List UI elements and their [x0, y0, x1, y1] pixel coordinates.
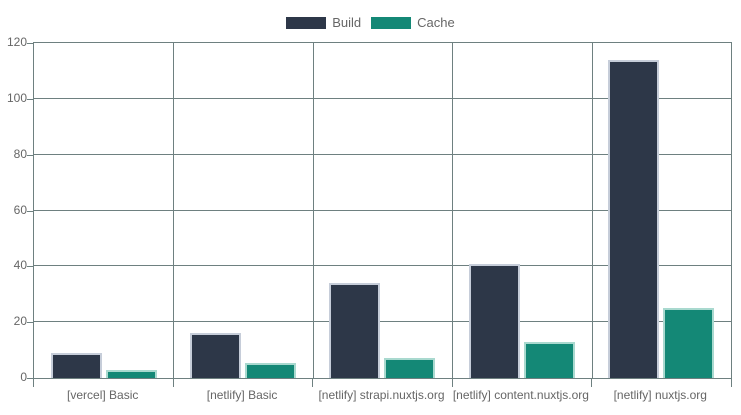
- h-gridline: [34, 321, 731, 323]
- h-gridline: [34, 209, 731, 211]
- bar-group: [592, 59, 731, 378]
- bar-build: [468, 263, 520, 378]
- x-axis-tick: [172, 378, 174, 387]
- legend-label: Cache: [417, 15, 455, 30]
- y-axis-tick-label: 120: [6, 35, 27, 49]
- v-gridline: [173, 43, 175, 378]
- h-gridline: [34, 97, 731, 99]
- legend-swatch-cache: [371, 16, 412, 29]
- h-gridline: [34, 265, 731, 267]
- v-gridline: [591, 43, 593, 378]
- x-axis-category-label: [netlify] Basic: [206, 388, 278, 402]
- x-axis-category-label: [netlify] nuxtjs.org: [613, 388, 707, 402]
- bar-cache: [384, 358, 436, 378]
- bar-build: [50, 352, 102, 378]
- y-axis-tick-label: 20: [13, 314, 27, 329]
- legend: Build Cache: [0, 16, 741, 29]
- x-axis-tick: [33, 378, 34, 387]
- legend-label: Build: [332, 15, 362, 30]
- bar-cache: [663, 308, 715, 378]
- plot-area: [33, 42, 732, 379]
- v-gridline: [452, 43, 454, 378]
- y-axis-tick-label: 0: [20, 370, 27, 384]
- bar-group: [452, 263, 591, 378]
- bar-group: [313, 283, 452, 378]
- x-axis-tick: [591, 378, 593, 387]
- bar-cache: [105, 369, 157, 378]
- y-axis-tick-label: 40: [13, 258, 27, 273]
- bar-cache: [245, 362, 297, 378]
- bar-build: [608, 59, 660, 378]
- x-axis-tick: [312, 378, 314, 387]
- h-gridline: [34, 153, 731, 155]
- legend-item-build[interactable]: Build: [286, 16, 361, 29]
- y-axis-tick-label: 100: [6, 90, 27, 105]
- legend-item-cache[interactable]: Cache: [371, 16, 455, 29]
- bar-cache: [523, 341, 575, 378]
- x-axis-category-label: [netlify] content.nuxtjs.org: [452, 388, 589, 402]
- bar-group: [34, 352, 173, 378]
- bar-build: [329, 283, 381, 378]
- y-axis-tick-label: 80: [13, 146, 27, 161]
- x-axis-category-label: [netlify] strapi.nuxtjs.org: [318, 388, 445, 402]
- x-axis-category-label: [vercel] Basic: [67, 388, 139, 402]
- x-axis-tick: [451, 378, 453, 387]
- bar-group: [173, 333, 312, 378]
- bar-build: [190, 333, 242, 378]
- y-axis-tick-label: 60: [13, 202, 27, 217]
- v-gridline: [312, 43, 314, 378]
- x-axis-tick: [731, 378, 732, 387]
- legend-swatch-build: [286, 16, 327, 29]
